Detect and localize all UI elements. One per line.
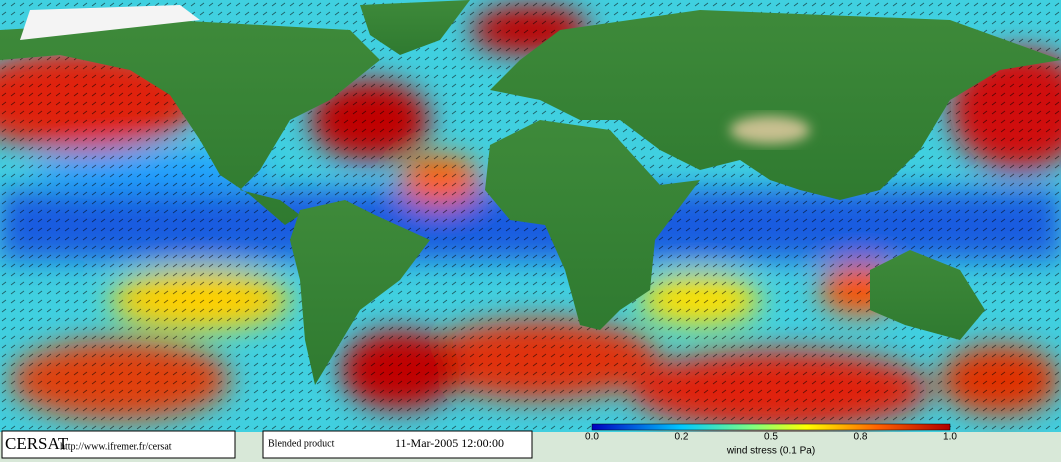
product: Blended product bbox=[268, 438, 335, 449]
south-america bbox=[290, 200, 430, 385]
footer: CERSAT http://www.ifremer.fr/cersat Blen… bbox=[1, 430, 533, 459]
colorbar-ramp bbox=[591, 423, 951, 431]
info-box bbox=[262, 430, 533, 459]
colorbar-tick-label: 1.0 bbox=[943, 432, 957, 443]
colorbar-tick-label: 0.5 bbox=[764, 432, 778, 443]
colorbar-tick-label: 0.0 bbox=[585, 432, 599, 443]
africa bbox=[485, 120, 700, 330]
logo-box bbox=[1, 430, 236, 459]
colorbar-tick-label: 0.2 bbox=[675, 432, 689, 443]
colorbar-tick-label: 0.8 bbox=[854, 432, 868, 443]
eurasia bbox=[490, 10, 1061, 200]
colorbar-label: wind stress (0.1 Pa) bbox=[726, 446, 815, 457]
url: http://www.ifremer.fr/cersat bbox=[60, 441, 172, 452]
australia bbox=[870, 250, 985, 340]
colorbar: wind stress (0.1 Pa) 0.0 0.2 0.5 0.8 1.0 bbox=[585, 423, 957, 457]
logo: CERSAT bbox=[5, 434, 69, 453]
date: 11-Mar-2005 12:00:00 bbox=[395, 436, 504, 450]
north-america bbox=[0, 20, 380, 225]
greenland bbox=[360, 0, 470, 55]
